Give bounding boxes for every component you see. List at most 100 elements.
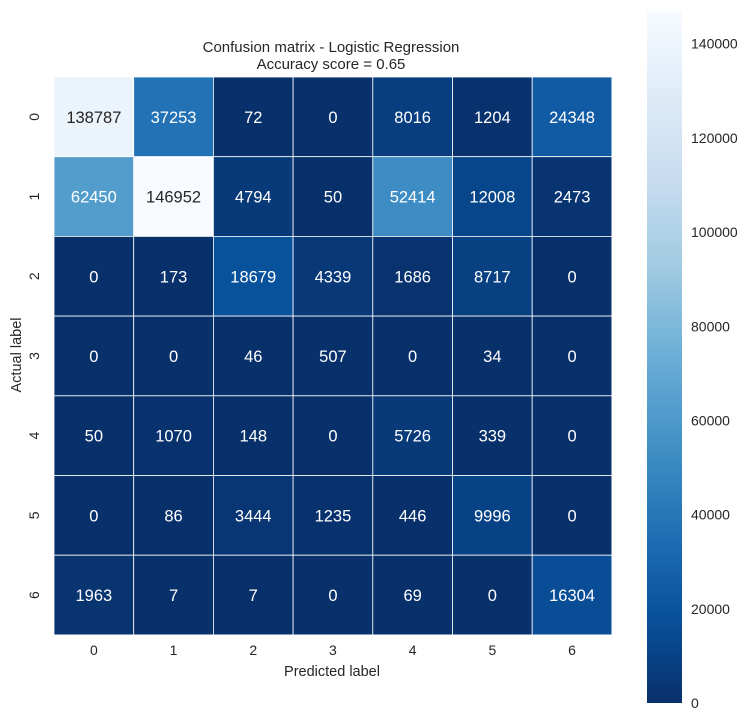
- x-tick-labels: 0 1 2 3 4 5 6: [90, 642, 576, 658]
- heatmap-cell-r4-c6: [531, 395, 613, 476]
- cell-value-r6-c2: 7: [249, 587, 258, 605]
- heatmap-cell-r1-c2: [212, 156, 294, 237]
- y-tick-label: 2: [26, 272, 42, 280]
- cell-value-r6-c5: 0: [488, 587, 497, 605]
- heatmap-cell-r2-c2: [212, 235, 294, 317]
- cell-value-r2-c5: 8717: [474, 268, 511, 286]
- cell-value-r0-c1: 37253: [151, 109, 197, 127]
- cell-value-r3-c0: 0: [89, 348, 98, 366]
- cell-value-r4-c4: 5726: [394, 428, 431, 446]
- x-tick-label: 1: [170, 642, 178, 658]
- colorbar-tick-label: 100000: [691, 224, 738, 240]
- heatmap-cell-r2-c4: [372, 235, 453, 317]
- chart-subtitle: Accuracy score = 0.65: [257, 56, 406, 73]
- cell-value-r1-c1: 146952: [146, 189, 201, 207]
- cell-value-r6-c6: 16304: [549, 587, 595, 605]
- cell-value-r6-c1: 7: [169, 587, 178, 605]
- y-tick-labels: 0 1 2 3 4 5 6: [26, 113, 42, 599]
- y-tick-label: 5: [26, 511, 42, 519]
- heatmap-cell-r0-c0: [53, 76, 135, 158]
- cell-value-r0-c4: 8016: [394, 109, 431, 127]
- heatmap-cell-r2-c5: [452, 235, 533, 317]
- heatmap-cell-r4-c0: [53, 395, 135, 476]
- cell-value-r4-c5: 339: [479, 428, 507, 446]
- heatmap-cell-r3-c1: [133, 315, 214, 397]
- cell-value-r5-c5: 9996: [474, 507, 511, 525]
- cell-value-r5-c0: 0: [89, 507, 98, 525]
- cell-value-r1-c2: 4794: [235, 189, 272, 207]
- cell-value-r4-c6: 0: [567, 428, 576, 446]
- cell-value-r3-c4: 0: [408, 348, 417, 366]
- cell-value-r1-c0: 62450: [71, 189, 117, 207]
- cell-value-r5-c1: 86: [164, 507, 182, 525]
- heatmap-cell-r2-c0: [53, 235, 135, 317]
- x-tick-label: 4: [409, 642, 417, 658]
- y-tick-label: 6: [26, 591, 42, 599]
- cell-value-r2-c4: 1686: [394, 268, 431, 286]
- cell-value-r1-c5: 12008: [469, 189, 515, 207]
- heatmap-cell-r0-c3: [292, 76, 374, 158]
- heatmap-cell-r1-c0: [53, 156, 135, 237]
- cell-value-r2-c6: 0: [567, 268, 576, 286]
- cell-value-r6-c4: 69: [403, 587, 421, 605]
- heatmap-cell-r3-c0: [53, 315, 135, 397]
- heatmap-cell-r0-c2: [212, 76, 294, 158]
- cell-value-r0-c6: 24348: [549, 109, 595, 127]
- colorbar-tick-label: 80000: [691, 318, 730, 334]
- colorbar-tick-label: 120000: [691, 130, 738, 146]
- heatmap-cell-r3-c3: [292, 315, 374, 397]
- cell-value-r2-c2: 18679: [230, 268, 276, 286]
- heatmap-cell-r5-c3: [292, 475, 374, 556]
- heatmap-cell-r6-c0: [53, 554, 135, 636]
- heatmap-cell-r6-c4: [372, 554, 453, 636]
- heatmap-cell-r2-c6: [531, 235, 613, 317]
- x-tick-label: 5: [488, 642, 496, 658]
- y-tick-label: 4: [26, 432, 42, 440]
- heatmap-cell-r5-c0: [53, 475, 135, 556]
- cell-value-r6-c3: 0: [328, 587, 337, 605]
- cell-value-r3-c6: 0: [567, 348, 576, 366]
- chart-title: Confusion matrix - Logistic Regression: [203, 39, 460, 56]
- x-tick-label: 2: [249, 642, 257, 658]
- cell-value-r2-c1: 173: [160, 268, 188, 286]
- cell-value-r4-c3: 0: [328, 428, 337, 446]
- cell-value-r5-c6: 0: [567, 507, 576, 525]
- heatmap-cell-r0-c1: [133, 76, 214, 158]
- y-tick-label: 1: [26, 192, 42, 200]
- heatmap-cell-r6-c3: [292, 554, 374, 636]
- cell-value-r2-c3: 4339: [315, 268, 352, 286]
- x-tick-label: 6: [568, 642, 576, 658]
- heatmap-cell-r1-c5: [452, 156, 533, 237]
- heatmap-cell-r1-c6: [531, 156, 613, 237]
- colorbar-tick-label: 0: [691, 695, 699, 711]
- y-tick-label: 0: [26, 113, 42, 121]
- heatmap-cell-r5-c6: [531, 475, 613, 556]
- cell-value-r0-c0: 138787: [66, 109, 121, 127]
- heatmap-cell-r6-c6: [531, 554, 613, 636]
- cell-value-r3-c3: 507: [319, 348, 347, 366]
- heatmap-cell-r5-c4: [372, 475, 453, 556]
- heatmap-cell-r0-c5: [452, 76, 533, 158]
- x-tick-label: 3: [329, 642, 337, 658]
- cell-value-r4-c2: 148: [239, 428, 267, 446]
- x-axis-label: Predicted label: [284, 664, 380, 680]
- cell-value-r6-c0: 1963: [75, 587, 112, 605]
- cell-value-r3-c1: 0: [169, 348, 178, 366]
- cell-value-r1-c6: 2473: [554, 189, 591, 207]
- heatmap-cell-r5-c1: [133, 475, 214, 556]
- cell-value-r2-c0: 0: [89, 268, 98, 286]
- heatmap-cell-r4-c2: [212, 395, 294, 476]
- colorbar-tick-label: 20000: [691, 601, 730, 617]
- colorbar-tick-label: 60000: [691, 412, 730, 428]
- heatmap-cell-r3-c6: [531, 315, 613, 397]
- colorbar-tick-label: 140000: [691, 36, 738, 52]
- cell-value-r5-c2: 3444: [235, 507, 272, 525]
- cell-value-r0-c2: 72: [244, 109, 262, 127]
- colorbar-tick-labels: 0 20000 40000 60000 80000 100000 120000 140000: [691, 36, 738, 711]
- colorbar-tick-label: 40000: [691, 507, 730, 523]
- heatmap-cell-r6-c5: [452, 554, 533, 636]
- heatmap-cell-r3-c5: [452, 315, 533, 397]
- y-tick-label: 3: [26, 352, 42, 360]
- heatmap-cell-r5-c2: [212, 475, 294, 556]
- cell-value-r3-c2: 46: [244, 348, 262, 366]
